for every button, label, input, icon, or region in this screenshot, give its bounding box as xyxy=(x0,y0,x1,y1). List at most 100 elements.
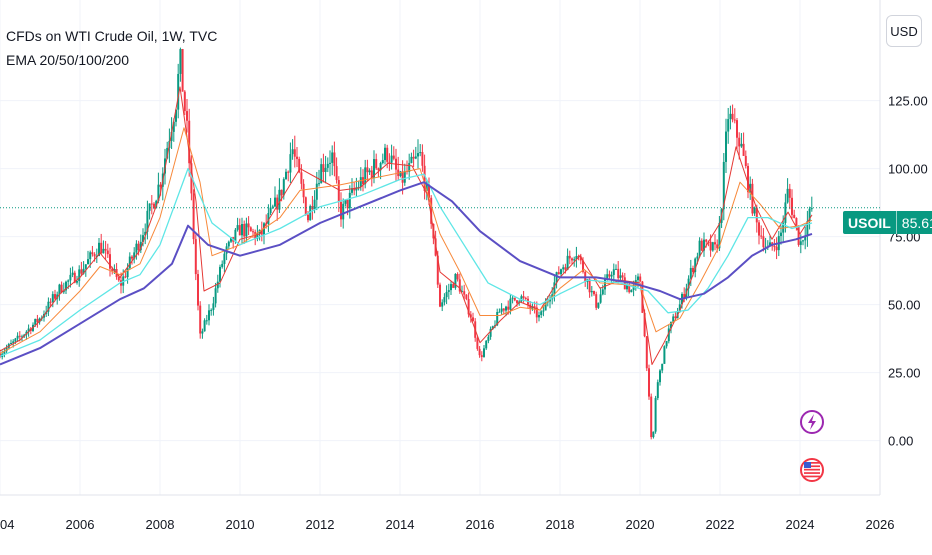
currency-button[interactable]: USD xyxy=(886,15,922,47)
candle-body xyxy=(619,275,622,279)
candle-body xyxy=(540,311,543,316)
candle-body xyxy=(131,256,133,259)
candle-body xyxy=(496,312,499,326)
candle-body xyxy=(458,279,461,292)
flag-stripe xyxy=(804,468,820,471)
lightning-glyph xyxy=(808,414,816,430)
candle-body xyxy=(509,298,512,310)
candle-body xyxy=(298,158,301,173)
y-tick-label: 100.00 xyxy=(888,162,928,177)
candle-body xyxy=(472,317,474,322)
flag-stripe xyxy=(804,462,820,464)
candle-body xyxy=(153,203,155,209)
candle-body xyxy=(443,297,446,303)
candle-body xyxy=(802,240,804,242)
candle-body xyxy=(104,248,107,251)
candle-body xyxy=(12,341,15,343)
candle-body xyxy=(293,149,296,157)
candle-body xyxy=(542,310,545,312)
indicator-label[interactable]: EMA 20/50/100/200 xyxy=(6,52,129,68)
candle-body xyxy=(791,197,793,215)
candle-body xyxy=(89,252,92,260)
candle-body xyxy=(511,297,514,299)
candle-body xyxy=(177,73,180,110)
candle-body xyxy=(590,291,593,293)
candle-body xyxy=(769,242,771,247)
candle-body xyxy=(221,263,224,267)
candle-body xyxy=(133,252,136,259)
candle-body xyxy=(456,274,459,280)
candle-body xyxy=(368,170,371,173)
candle-body xyxy=(150,203,153,205)
candle-body xyxy=(159,184,162,187)
candle-body xyxy=(291,149,294,155)
candle-body xyxy=(786,188,789,203)
candle-body xyxy=(780,232,782,237)
candle-body xyxy=(21,336,23,338)
candle-body xyxy=(568,255,571,259)
candle-body xyxy=(126,268,129,278)
symbol-title[interactable]: CFDs on WTI Crude Oil, 1W, TVC xyxy=(6,28,218,44)
candle-body xyxy=(172,121,175,132)
candle-body xyxy=(51,294,54,303)
candle-body xyxy=(709,241,712,251)
candle-body xyxy=(571,258,573,261)
candle-body xyxy=(194,239,197,275)
candle-body xyxy=(197,274,199,306)
candle-body xyxy=(478,348,481,356)
candle-body xyxy=(452,284,455,288)
candle-body xyxy=(738,137,741,147)
x-tick-label: 2026 xyxy=(866,517,895,532)
candle-body xyxy=(188,120,191,164)
candle-body xyxy=(722,161,725,210)
candle-body xyxy=(348,192,351,209)
candle-body xyxy=(214,288,217,304)
candle-body xyxy=(557,272,560,275)
x-tick-label: 2022 xyxy=(706,517,735,532)
candle-body xyxy=(744,155,747,166)
candle-body xyxy=(718,222,721,249)
candle-body xyxy=(296,156,298,159)
candle-body xyxy=(271,206,274,208)
candle-body xyxy=(804,236,807,241)
candle-body xyxy=(608,274,611,277)
candle-body xyxy=(62,290,65,293)
candle-body xyxy=(604,279,606,290)
candle-body xyxy=(364,167,367,185)
candle-body xyxy=(71,272,74,275)
candle-body xyxy=(366,167,369,173)
candle-body xyxy=(344,199,347,204)
candle-body xyxy=(421,152,424,166)
candle-body xyxy=(186,111,188,121)
x-tick-label: 2006 xyxy=(66,517,95,532)
candle-body xyxy=(230,237,232,242)
candle-body xyxy=(507,306,510,310)
candle-body xyxy=(450,284,452,291)
candle-body xyxy=(659,370,661,383)
candle-body xyxy=(414,156,417,159)
candle-body xyxy=(3,351,6,354)
candle-body xyxy=(388,161,391,163)
candle-body xyxy=(18,335,21,337)
candle-body xyxy=(27,328,30,332)
candle-body xyxy=(758,222,760,236)
candle-body xyxy=(155,200,158,209)
candle-body xyxy=(788,188,791,198)
candle-body xyxy=(610,274,613,277)
candle-body xyxy=(278,189,281,210)
ema-200-line xyxy=(0,181,813,366)
candle-body xyxy=(672,316,675,322)
x-tick-label: 2004 xyxy=(0,517,14,532)
candle-body xyxy=(216,281,219,289)
candle-body xyxy=(716,244,719,249)
candle-body xyxy=(300,172,303,184)
x-tick-label: 2016 xyxy=(466,517,495,532)
candle-body xyxy=(436,255,439,285)
candle-body xyxy=(223,253,226,264)
candle-body xyxy=(142,235,144,242)
candle-body xyxy=(678,304,681,313)
y-tick-label: 0.00 xyxy=(888,434,913,449)
candle-body xyxy=(329,162,331,164)
